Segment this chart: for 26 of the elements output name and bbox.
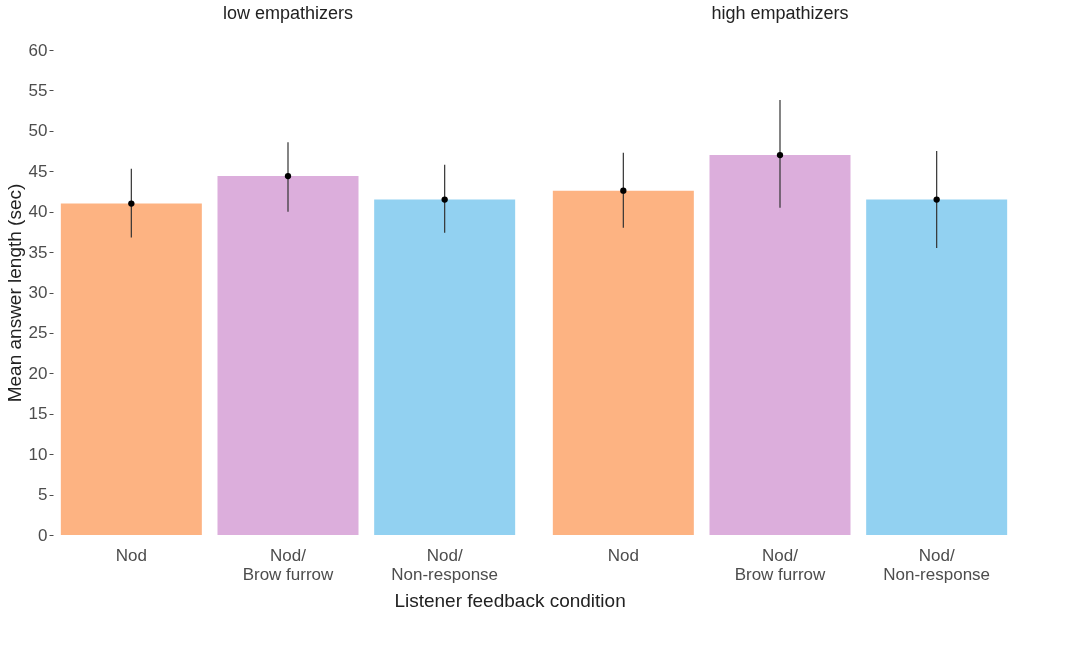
y-tick-label: 60 [28,40,48,60]
y-tick-label: 20 [28,363,48,383]
point [441,196,448,203]
y-tick-label: 30 [28,283,48,302]
y-tick-label: 10 [28,444,48,464]
chart-title: high empathizers [711,3,849,23]
chart-title: low empathizers [222,3,354,23]
y-tick-label: 5 [38,485,48,505]
y-tick-label: 15 [28,404,48,424]
point [284,172,292,180]
y-tick-label: 50 [28,121,48,141]
y-tick-label: 35 [28,242,48,262]
y-tick-label: 25 [28,323,48,343]
x-tick-label: Nod [607,545,639,565]
x-tick-label: Nod [115,545,147,565]
x-tick-label: Nod/ Non-response [883,545,991,584]
x-tick-label: Nod/ Brow furrow [242,545,335,584]
point [128,200,135,207]
x-tick-label: Nod/ Non-response [391,545,499,584]
y-axis-title: Mean answer length (sec) [3,183,25,403]
y-tick-label: 45 [28,161,48,181]
y-tick-label: 40 [28,202,48,222]
x-tick-label: Nod/ Brow furrow [734,545,827,584]
y-tick-label: 0 [38,525,48,545]
x-axis-title: Listener feedback condition [394,590,626,611]
y-tick-label: 55 [28,80,48,100]
